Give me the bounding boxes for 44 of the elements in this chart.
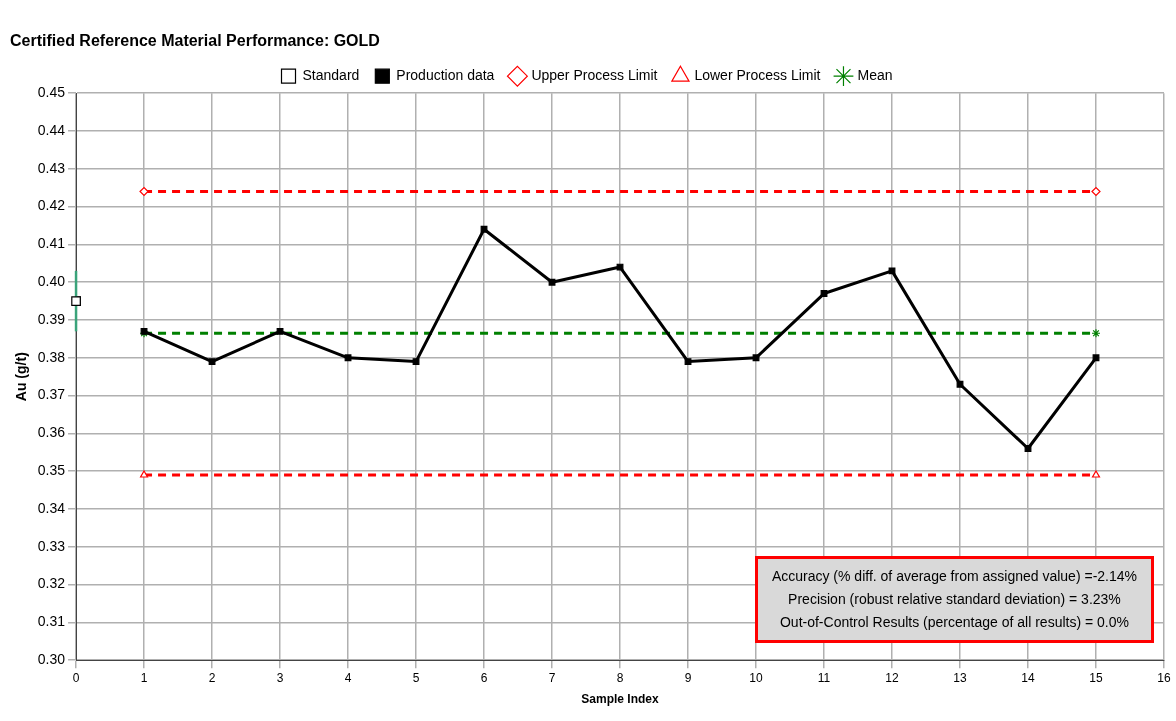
x-axis-title: Sample Index (581, 692, 660, 707)
x-tick-label: 4 (344, 670, 352, 685)
x-tick-label: 14 (1021, 670, 1035, 685)
y-tick-label: 0.43 (37, 159, 66, 176)
annotation: Accuracy (% diff. of average from assigned value) =-2.14% (771, 567, 1137, 586)
x-tick-label: 2 (208, 670, 216, 685)
x-tick-label: 15 (1089, 670, 1103, 685)
y-tick-label: 0.31 (37, 613, 66, 630)
x-tick-label: 11 (817, 670, 831, 685)
annotation: Precision (robust relative standard deviation) = 3.23% (787, 590, 1122, 609)
legend-label: Mean (857, 67, 893, 84)
y-tick-label: 0.39 (37, 310, 66, 327)
y-tick-label: 0.36 (37, 424, 66, 441)
y-tick-label: 0.33 (37, 537, 66, 554)
y-tick-label: 0.44 (37, 121, 66, 138)
x-tick-label: 0 (72, 670, 80, 685)
x-tick-label: 1 (140, 670, 148, 685)
x-tick-label: 13 (953, 670, 967, 685)
y-tick-label: 0.35 (37, 462, 66, 479)
x-tick-label: 9 (684, 670, 692, 685)
x-tick-label: 5 (412, 670, 420, 685)
y-tick-label: 0.37 (37, 386, 66, 403)
y-tick-label: 0.40 (37, 273, 66, 290)
x-tick-label: 3 (276, 670, 284, 685)
y-tick-label: 0.32 (37, 575, 66, 592)
y-tick-label: 0.38 (37, 348, 66, 365)
x-tick-label: 16 (1157, 670, 1171, 685)
legend-label: Upper Process Limit (531, 67, 658, 84)
y-tick-label: 0.42 (37, 197, 66, 214)
y-axis-title: Au (g/t) (13, 352, 30, 402)
x-tick-label: 8 (616, 670, 624, 685)
annotation: Out-of-Control Results (percentage of all results) = 0.0% (778, 613, 1130, 632)
y-tick-label: 0.45 (37, 84, 66, 101)
y-tick-label: 0.34 (37, 499, 66, 516)
y-tick-label: 0.30 (37, 651, 66, 668)
y-tick-label: 0.41 (37, 235, 66, 252)
chart-title: Certified Reference Material Performance: GOLD (10, 32, 380, 50)
legend-label: Standard (302, 67, 360, 84)
legend-label: Production data (396, 67, 495, 84)
x-tick-label: 12 (885, 670, 900, 685)
legend-label: Lower Process Limit (694, 67, 821, 84)
x-tick-label: 6 (480, 670, 488, 685)
x-tick-label: 10 (749, 670, 764, 685)
x-tick-label: 7 (548, 670, 556, 685)
